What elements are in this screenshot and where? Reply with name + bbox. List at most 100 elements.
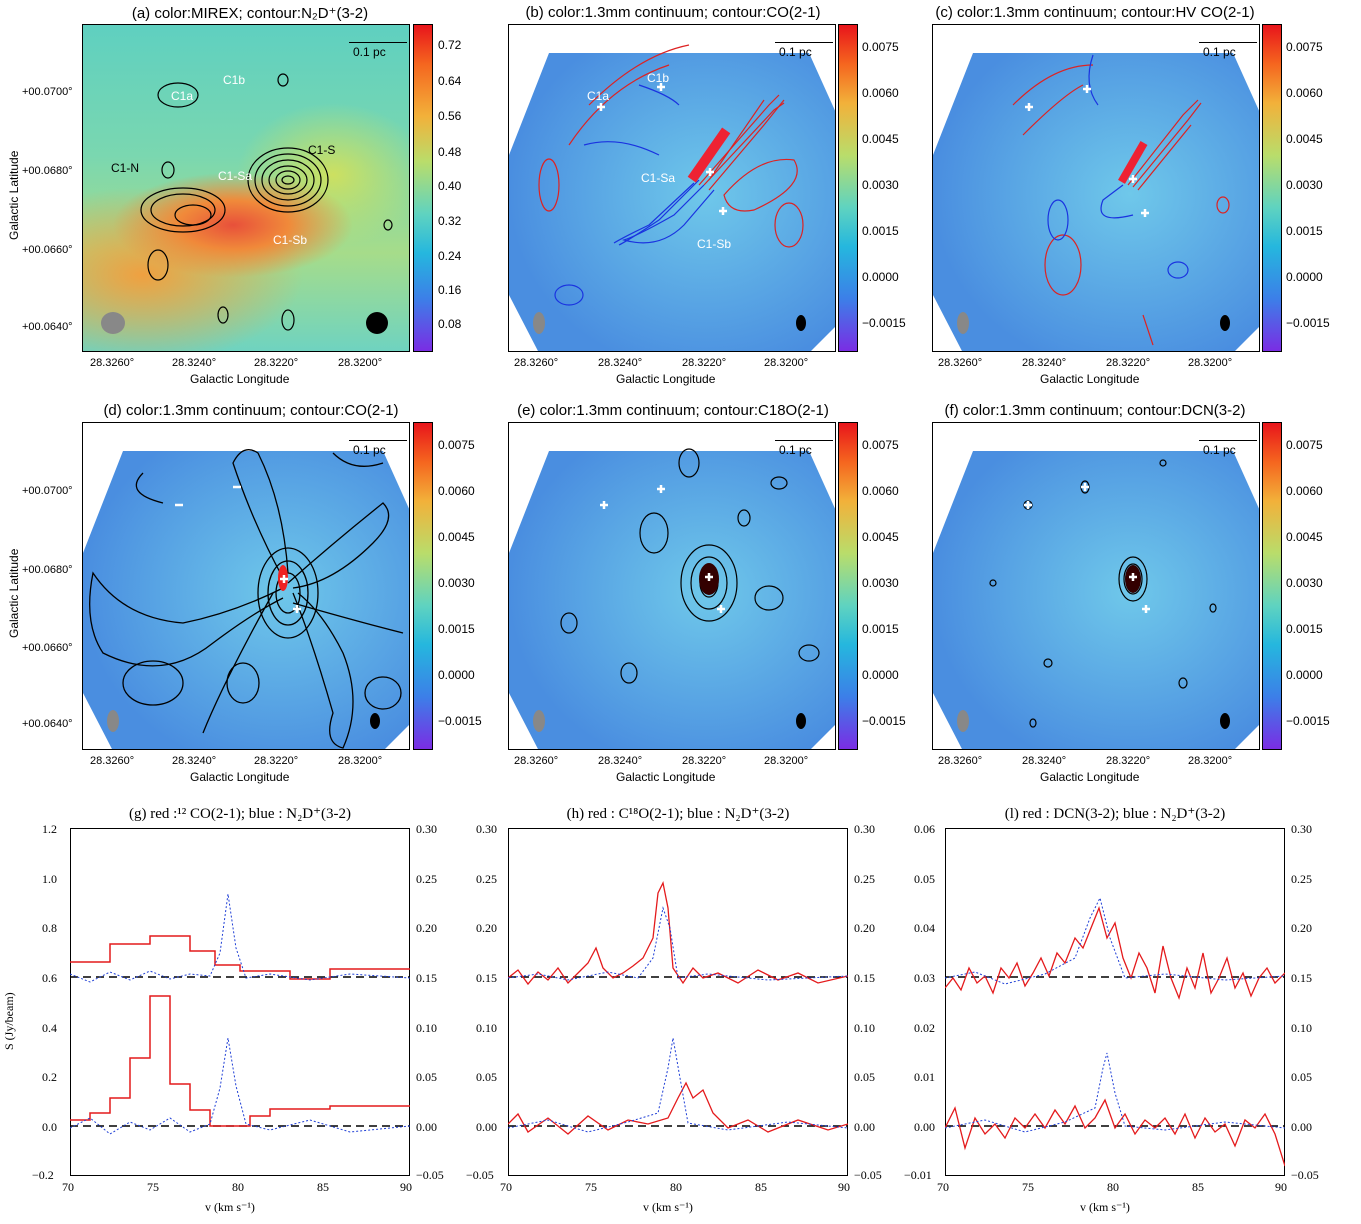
xtick: 28.3200° [1188, 755, 1233, 767]
ytick-left: 0.4 [42, 1021, 57, 1035]
cbar-tick: −0.0015 [1286, 714, 1330, 728]
panel-c-title: (c) color:1.3mm continuum; contour:HV CO… [935, 4, 1255, 21]
ytick: +00.0700° [22, 86, 73, 98]
ytick-right: −0.05 [416, 1168, 444, 1182]
ytick-right: 0.20 [416, 921, 437, 935]
ytick: +00.0680° [22, 165, 73, 177]
xtick: 28.3240° [1022, 357, 1067, 369]
xtick: 85 [317, 1180, 329, 1194]
label-c1b: C1b [647, 71, 670, 85]
xlabel: Galactic Longitude [616, 770, 716, 784]
spectrum-h-plot [508, 828, 848, 1176]
cbar-tick: 0.32 [438, 214, 462, 228]
panel-f-colorbar [1262, 422, 1282, 750]
scalebar-line [349, 42, 407, 43]
xtick: 28.3220° [254, 755, 299, 767]
panel-d-map: 0.1 pc [82, 422, 410, 750]
xtick: 85 [1192, 1180, 1204, 1194]
panel-c-map: 0.1 pc [932, 24, 1260, 352]
panel-e-colorbar [838, 422, 858, 750]
cbar-tick: 0.0075 [1286, 40, 1323, 54]
ytick-left: −0.2 [32, 1168, 54, 1182]
xlabel: v (km s⁻¹) [1080, 1200, 1130, 1214]
cbar-tick: 0.0075 [1286, 438, 1323, 452]
scalebar-label: 0.1 pc [353, 443, 386, 457]
ytick: +00.0700° [22, 485, 73, 497]
xlabel: Galactic Longitude [1040, 372, 1140, 386]
scalebar-line [1199, 42, 1257, 43]
spectrum-h-title: (h) red : C¹⁸O(2-1); blue : N₂D⁺(3-2) [566, 806, 790, 822]
xtick: 28.3260° [514, 357, 559, 369]
cbar-tick: 0.0030 [862, 178, 899, 192]
ytick-left: 0.05 [914, 872, 935, 886]
cbar-tick: 0.0045 [1286, 132, 1323, 146]
ytick-right: 0.25 [416, 872, 437, 886]
xtick: 85 [755, 1180, 767, 1194]
cbar-tick: 0.0075 [862, 438, 899, 452]
ytick-left: 0.06 [914, 822, 935, 836]
xtick: 28.3240° [172, 357, 217, 369]
scalebar-line [349, 440, 407, 441]
xtick: 70 [62, 1180, 74, 1194]
panel-e-map: 0.1 pc [508, 422, 836, 750]
xtick: 90 [1275, 1180, 1287, 1194]
cbar-tick: 0.0060 [438, 484, 475, 498]
ytick-left: 0.03 [914, 971, 935, 985]
scalebar-line [775, 440, 833, 441]
cbar-tick: 0.0060 [1286, 86, 1323, 100]
cbar-tick: 0.0000 [862, 270, 899, 284]
cbar-tick: 0.0030 [1286, 576, 1323, 590]
ytick-right: 0.20 [1291, 921, 1312, 935]
xtick: 28.3240° [1022, 755, 1067, 767]
label-c1sb: C1-Sb [273, 233, 308, 247]
scalebar-line [775, 42, 833, 43]
scalebar-label: 0.1 pc [1203, 45, 1236, 59]
ytick: +00.0680° [22, 564, 73, 576]
cbar-tick: 0.0000 [1286, 270, 1323, 284]
panel-a-map: C1a C1b C1-N C1-S C1-Sa C1-Sb 0.1 pc [82, 24, 410, 352]
xtick: 28.3220° [1106, 357, 1151, 369]
ylabel: Galactic Latitude [7, 150, 21, 240]
xtick: 28.3220° [1106, 755, 1151, 767]
xtick: 28.3200° [338, 755, 383, 767]
cbar-tick: 0.56 [438, 109, 462, 123]
ytick-right: 0.15 [854, 971, 875, 985]
cbar-tick: 0.0000 [438, 668, 475, 682]
cbar-tick: 0.0015 [438, 622, 475, 636]
panel-b-title: (b) color:1.3mm continuum; contour:CO(2-… [525, 4, 821, 21]
ytick-right: −0.05 [1291, 1168, 1319, 1182]
panel-d-colorbar [413, 422, 433, 750]
panel-f-map: 0.1 pc [932, 422, 1260, 750]
cbar-tick: 0.0000 [862, 668, 899, 682]
xlabel: v (km s⁻¹) [643, 1200, 693, 1214]
cbar-tick: 0.0045 [1286, 530, 1323, 544]
ytick-right: 0.20 [854, 921, 875, 935]
cbar-tick: 0.0060 [862, 484, 899, 498]
ytick-right: 0.30 [1291, 822, 1312, 836]
cbar-tick: 0.0045 [438, 530, 475, 544]
cbar-tick: 0.72 [438, 38, 462, 52]
cbar-tick: 0.64 [438, 74, 462, 88]
xtick: 28.3260° [90, 755, 135, 767]
cbar-tick: 0.0045 [862, 132, 899, 146]
xlabel: Galactic Longitude [190, 770, 290, 784]
spectrum-g-title: (g) red :¹² CO(2-1); blue : N₂D⁺(3-2) [128, 806, 352, 822]
ytick-left: 0.6 [42, 971, 57, 985]
xtick: 75 [585, 1180, 597, 1194]
cbar-tick: 0.0060 [862, 86, 899, 100]
xtick: 28.3200° [764, 357, 809, 369]
ytick-left: 1.2 [42, 822, 57, 836]
xtick: 28.3220° [682, 755, 727, 767]
xtick: 28.3240° [172, 755, 217, 767]
cbar-tick: 0.0015 [1286, 622, 1323, 636]
ytick-right: 0.25 [854, 872, 875, 886]
cbar-tick: 0.0030 [1286, 178, 1323, 192]
scalebar-label: 0.1 pc [779, 45, 812, 59]
scalebar-line [1199, 440, 1257, 441]
cbar-tick: 0.0015 [862, 622, 899, 636]
ytick-right: 0.05 [854, 1070, 875, 1084]
label-c1sa: C1-Sa [641, 171, 676, 185]
xtick: 28.3260° [938, 755, 983, 767]
ytick-left: 0.04 [914, 921, 935, 935]
ytick-right: 0.30 [416, 822, 437, 836]
